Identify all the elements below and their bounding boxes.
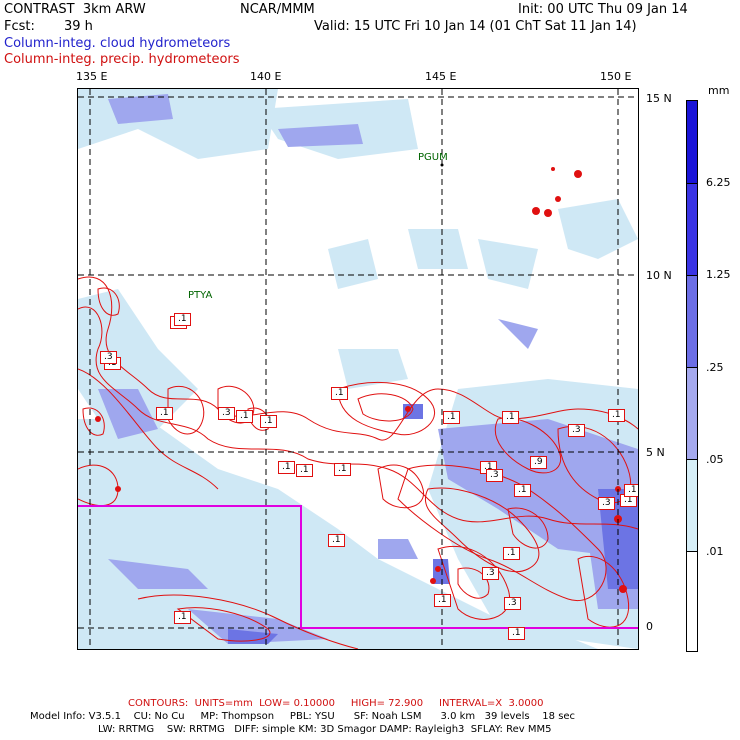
contour-label: .1 — [174, 313, 191, 326]
colorbar-segment-3 — [687, 368, 697, 460]
lat-label-15n: 15 N — [646, 92, 672, 105]
lon-label-145: 145 E — [425, 70, 457, 83]
contour-label: .1 — [443, 411, 460, 424]
lat-label-10n: 10 N — [646, 269, 672, 282]
colorbar-label-6-25: 6.25 — [706, 176, 731, 189]
contour-label: .1 — [503, 547, 520, 560]
init-label: Init: 00 UTC Thu 09 Jan 14 — [518, 2, 688, 17]
model-title: CONTRAST 3km ARW — [4, 2, 146, 17]
contour-label: .1 — [434, 594, 451, 607]
colorbar-unit: mm — [708, 84, 730, 97]
contour-label: .1 — [236, 410, 253, 423]
inner-domain-box — [78, 505, 638, 629]
contour-label: .3 — [568, 424, 585, 437]
contour-label: .1 — [334, 463, 351, 476]
contour-label: .1 — [156, 407, 173, 420]
precip-blobs — [95, 167, 627, 593]
contour-label: .3 — [218, 407, 235, 420]
contour-label: .1 — [624, 484, 638, 497]
fcst-label: Fcst: — [4, 19, 35, 34]
valid-label: Valid: 15 UTC Fri 10 Jan 14 (01 ChT Sat … — [314, 19, 637, 34]
contour-label: .3 — [504, 597, 521, 610]
colorbar-segment-1 — [687, 184, 697, 276]
fcst-value: 39 h — [64, 19, 93, 34]
contour-label: .3 — [482, 567, 499, 580]
place-label-pgum: PGUM — [418, 152, 448, 163]
precip-contours — [78, 276, 638, 649]
center-label: NCAR/MMM — [240, 2, 315, 17]
footer-physics-info: LW: RRTMG SW: RRTMG DIFF: simple KM: 3D … — [98, 724, 552, 735]
legend-cloud: Column-integ. cloud hydrometeors — [4, 36, 231, 51]
contour-label: .1 — [260, 415, 277, 428]
place-label-ptya: PTYA — [188, 290, 213, 301]
contour-label: .3 — [100, 351, 117, 364]
lon-label-135: 135 E — [76, 70, 108, 83]
contour-label: .1 — [508, 627, 525, 640]
legend-precip: Column-integ. precip. hydrometeors — [4, 52, 240, 67]
lon-label-140: 140 E — [250, 70, 282, 83]
contour-label: .1 — [608, 409, 625, 422]
map-canvas — [78, 89, 638, 649]
contour-label: .3 — [486, 469, 503, 482]
contour-label: .1 — [514, 484, 531, 497]
colorbar-label-0-01: .01 — [706, 545, 724, 558]
footer-contours: CONTOURS: UNITS=mm LOW= 0.10000 HIGH= 72… — [128, 698, 544, 709]
contour-label: .9 — [530, 456, 547, 469]
colorbar-label-1-25: 1.25 — [706, 268, 731, 281]
colorbar-segment-5 — [687, 552, 697, 651]
contour-label: .1 — [328, 534, 345, 547]
contour-label: .1 — [502, 411, 519, 424]
contour-label: .3 — [598, 497, 615, 510]
colorbar-label-0-05: .05 — [706, 453, 724, 466]
map-frame: PGUM PTYA .1.1.1.1.1.1.1.1.1.1.1.1.1.1.1… — [77, 88, 639, 650]
lon-label-150: 150 E — [600, 70, 632, 83]
guam-marker — [440, 163, 444, 167]
colorbar-segment-0 — [687, 101, 697, 184]
colorbar-segment-2 — [687, 276, 697, 368]
contour-label: .1 — [174, 611, 191, 624]
lat-label-0: 0 — [646, 620, 653, 633]
contour-label: .1 — [278, 461, 295, 474]
lat-label-5n: 5 N — [646, 446, 665, 459]
colorbar-label-0-25: .25 — [706, 361, 724, 374]
contour-label: .1 — [296, 464, 313, 477]
cloud-fill-light — [78, 89, 638, 649]
colorbar-segment-4 — [687, 460, 697, 552]
colorbar — [686, 100, 698, 652]
footer-model-info: Model Info: V3.5.1 CU: No Cu MP: Thompso… — [30, 711, 576, 722]
contour-label: .1 — [331, 387, 348, 400]
